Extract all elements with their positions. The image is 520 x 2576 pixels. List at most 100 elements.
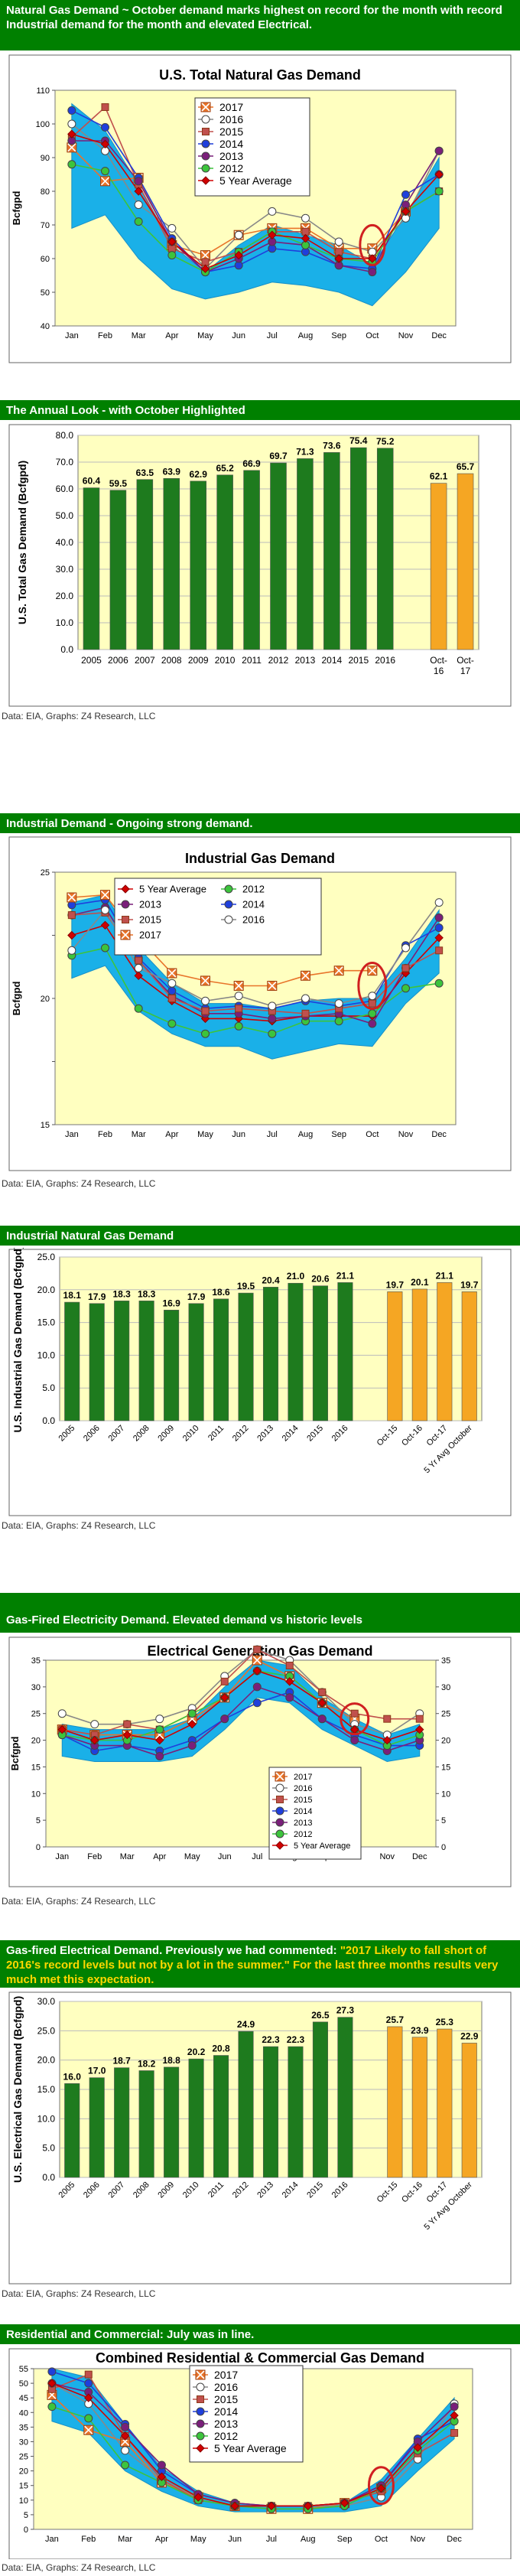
- data-point-5-year-average: [301, 233, 310, 243]
- legend-label: 2014: [242, 899, 265, 910]
- bar: [437, 1282, 453, 1422]
- x-tick-label: Feb: [87, 1852, 102, 1861]
- y-tick-label: 20.0: [37, 2055, 56, 2066]
- x-tick-label: Apr: [155, 2535, 168, 2544]
- bar: [288, 2046, 304, 2178]
- y-tick-label: 70.0: [56, 457, 74, 467]
- bar-data-label: 22.3: [287, 2034, 305, 2045]
- bar: [138, 1301, 154, 1422]
- y-tick-label: 10.0: [37, 1350, 56, 1360]
- bar: [213, 2055, 229, 2178]
- data-point-5-year-average: [285, 1677, 294, 1686]
- bar-data-label: 69.7: [269, 451, 288, 461]
- x-tick-label: Jul: [267, 1130, 278, 1139]
- data-point-2017: [67, 892, 77, 903]
- data-point-2016: [268, 207, 277, 216]
- caption-source: Data: EIA, Graphs: Z4 Research, LLC: [2, 1520, 156, 1531]
- x-tick-label: Dec: [431, 1130, 447, 1139]
- data-point-2017: [167, 968, 177, 979]
- y-tick-label: 30.0: [37, 1996, 56, 2007]
- y-tick-label: 55: [19, 2365, 28, 2374]
- section-header-annual-look: The Annual Look - with October Highlight…: [0, 400, 520, 420]
- legend-marker: [275, 1818, 284, 1827]
- data-point-5-year-average: [67, 930, 76, 940]
- legend-marker: [196, 2431, 205, 2441]
- legend-marker: [201, 164, 210, 173]
- bar: [89, 2077, 105, 2178]
- series-line-2015: [62, 1649, 420, 1736]
- chart-industrial-bars: 0.0 5.0 10.0 15.0 20.0 25.0 U.S. Industrial Ga…: [8, 1248, 512, 1516]
- legend-marker: [200, 102, 211, 112]
- bar: [89, 1303, 105, 1422]
- y-tick-label: 10.0: [56, 617, 74, 628]
- data-point-2015: [167, 995, 176, 1002]
- x-tick-label: Aug: [298, 1130, 314, 1139]
- x-tick-label: Jun: [228, 2535, 242, 2544]
- bar-data-label: 22.3: [262, 2034, 280, 2045]
- bar: [238, 2031, 254, 2178]
- data-point-2017: [267, 981, 278, 991]
- x-tick-label: Dec: [431, 331, 447, 340]
- caption-source: Data: EIA, Graphs: Z4 Research, LLC: [2, 711, 156, 721]
- legend-marker: [120, 930, 131, 940]
- data-point-2016: [134, 200, 143, 210]
- chart-title: Industrial Gas Demand: [185, 851, 335, 866]
- data-point-2012: [167, 1019, 177, 1028]
- legend-label: 2013: [294, 1819, 312, 1828]
- x-tick-label: Nov: [398, 1130, 414, 1139]
- x-tick-label: Oct: [366, 1130, 379, 1139]
- data-point-2015: [220, 1677, 229, 1685]
- x-tick-label: 2012: [268, 655, 289, 666]
- bar-data-label: 65.7: [457, 461, 475, 472]
- x-tick-label: 2016: [375, 655, 395, 666]
- data-point-2014: [434, 923, 444, 933]
- x-tick-label: Jul: [266, 2535, 277, 2544]
- bar: [114, 1301, 130, 1422]
- data-point-2014: [67, 106, 76, 115]
- bar: [312, 2021, 328, 2178]
- y-tick-label: 25: [19, 2453, 28, 2462]
- x-tick-label: Aug: [301, 2535, 316, 2544]
- legend-marker: [196, 2419, 205, 2428]
- y-tick-label: 40.0: [56, 537, 74, 548]
- series-line-2013: [71, 140, 440, 273]
- data-point-2015: [301, 1009, 310, 1018]
- legend-marker: [276, 1796, 284, 1803]
- data-point-5-year-average: [90, 1735, 99, 1745]
- data-point-5-year-average: [450, 2411, 459, 2420]
- chart-annual-total-bars: 0.0 10.0 20.0 30.0 40.0 50.0 60.0 70.0 80.0 U.S. …: [8, 424, 512, 707]
- chart-industrial-gas-demand: Industrial Gas Demand 15 20 25 Bcfgpd Jan Feb M…: [8, 836, 512, 1171]
- bar-data-label: 23.9: [411, 2025, 429, 2036]
- y-tick-label: 20.0: [37, 1285, 56, 1295]
- bar: [83, 487, 100, 650]
- bar-data-label: 59.5: [109, 478, 128, 489]
- bar: [190, 480, 206, 650]
- section-header-residential: Residential and Commercial: July was in …: [0, 2324, 520, 2344]
- bar: [188, 1303, 204, 1422]
- y-tick-label: 10: [19, 2496, 28, 2506]
- bar: [437, 2028, 453, 2178]
- bar: [337, 2017, 353, 2178]
- y-tick-label: 10.0: [37, 2113, 56, 2124]
- bar: [461, 2043, 477, 2178]
- data-point-2016: [167, 979, 177, 988]
- bar: [64, 1301, 80, 1422]
- legend-marker: [201, 139, 210, 148]
- y-tick-label: 50: [41, 288, 50, 298]
- chart-title: U.S. Total Natural Gas Demand: [159, 67, 361, 83]
- y-axis-label: U.S. Total Gas Demand (Bcfgpd): [16, 461, 28, 624]
- data-point-2013: [368, 268, 377, 277]
- bar-data-label: 18.8: [162, 2055, 180, 2066]
- legend-label: 2013: [214, 2418, 238, 2430]
- data-point-2012: [268, 1029, 277, 1038]
- legend-marker: [196, 2444, 205, 2453]
- y-tick-label: 20: [31, 1737, 41, 1746]
- series-line-5-year-average: [62, 1670, 420, 1741]
- data-point-2012: [401, 984, 410, 993]
- x-tick-label: Jan: [55, 1852, 69, 1861]
- data-point-2013: [434, 913, 444, 922]
- x-tick-label: Apr: [165, 331, 178, 340]
- bar-data-label: 20.2: [187, 2047, 206, 2057]
- x-tick-label: May: [184, 1852, 200, 1861]
- y-tick-label-right: 20: [441, 1737, 450, 1746]
